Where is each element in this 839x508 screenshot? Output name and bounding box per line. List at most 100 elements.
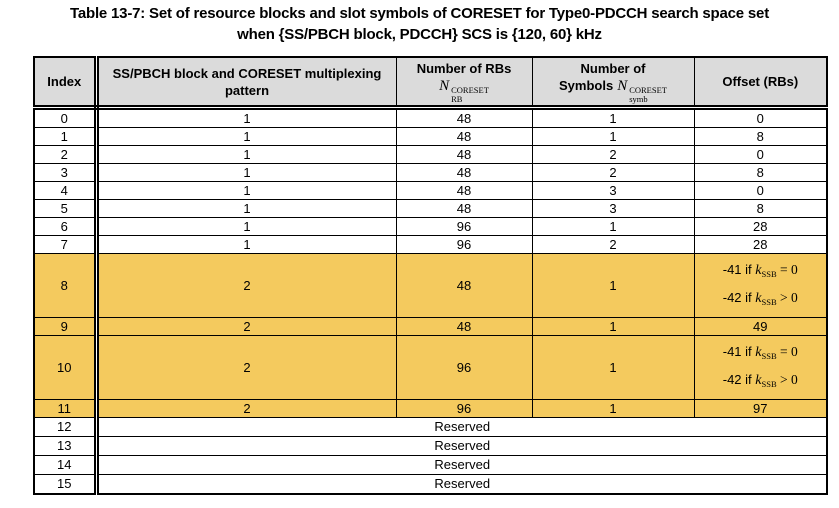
math-k-symbol: k xyxy=(755,344,762,360)
table-row: 8 2 48 1 -41 if kSSB = 0 -42 if kSSB > 0 xyxy=(33,253,828,318)
math-subscript: RB xyxy=(451,93,463,104)
math-subscript: symb xyxy=(629,93,648,104)
cell-reserved: Reserved xyxy=(95,455,828,475)
cell-num-rbs: 96 xyxy=(395,335,533,400)
table-title-line2: when {SS/PBCH block, PDCCH} SCS is {120,… xyxy=(237,26,602,43)
cell-index: 3 xyxy=(33,163,99,182)
math-k-symbol: k xyxy=(755,262,762,278)
cell-index: 13 xyxy=(33,436,99,456)
cell-num-rbs: 48 xyxy=(395,317,533,336)
cell-num-symbols: 1 xyxy=(531,127,695,146)
cell-num-symbols: 2 xyxy=(531,235,695,254)
cell-index: 10 xyxy=(33,335,99,400)
math-k-subscript: SSB xyxy=(761,268,777,279)
cell-index: 5 xyxy=(33,199,99,218)
cell-multiplexing-pattern: 1 xyxy=(95,181,397,200)
table-body: 0 1 48 1 0 1 1 48 1 8 2 1 48 2 0 3 1 48 2 8 4 1 48 3 0 5 1 48 3 8 6 1 96… xyxy=(33,107,828,495)
math-k-subscript: SSB xyxy=(761,378,777,389)
cell-index: 7 xyxy=(33,235,99,254)
cell-offset: -41 if kSSB = 0 -42 if kSSB > 0 xyxy=(693,335,828,400)
column-header-num-rbs: Number of RBs N CORESET RB xyxy=(395,56,533,110)
symbols-word: Symbols xyxy=(559,78,614,93)
cell-reserved: Reserved xyxy=(95,474,828,495)
offset-condition-relation: > 0 xyxy=(776,371,798,387)
table-row: 13 Reserved xyxy=(33,436,828,456)
math-superscript: CORESET xyxy=(451,85,489,95)
table-row: 7 1 96 2 28 xyxy=(33,235,828,254)
cell-num-symbols: 1 xyxy=(531,399,695,418)
cell-index: 15 xyxy=(33,474,99,495)
cell-num-symbols: 3 xyxy=(531,181,695,200)
cell-index: 9 xyxy=(33,317,99,336)
cell-multiplexing-pattern: 2 xyxy=(95,317,397,336)
table-row: 5 1 48 3 8 xyxy=(33,199,828,218)
offset-condition-prefix: -42 if xyxy=(722,371,756,387)
math-superscript: CORESET xyxy=(629,85,667,95)
math-sup-sub-stack: CORESET symb xyxy=(629,86,667,103)
cell-num-rbs: 96 xyxy=(395,217,533,236)
table-row: 11 2 96 1 97 xyxy=(33,399,828,418)
cell-offset: 0 xyxy=(693,145,828,164)
cell-multiplexing-pattern: 1 xyxy=(95,107,397,128)
cell-multiplexing-pattern: 2 xyxy=(95,399,397,418)
cell-num-rbs: 48 xyxy=(395,163,533,182)
cell-multiplexing-pattern: 1 xyxy=(95,199,397,218)
cell-num-symbols: 1 xyxy=(531,317,695,336)
cell-num-rbs: 48 xyxy=(395,107,533,128)
cell-num-rbs: 48 xyxy=(395,145,533,164)
cell-index: 6 xyxy=(33,217,99,236)
table-title: Table 13-7: Set of resource blocks and s… xyxy=(0,3,839,45)
cell-multiplexing-pattern: 1 xyxy=(95,163,397,182)
cell-num-rbs: 48 xyxy=(395,199,533,218)
cell-index: 0 xyxy=(33,107,99,128)
cell-num-symbols: 1 xyxy=(531,217,695,236)
cell-index: 11 xyxy=(33,399,99,418)
table-row: 12 Reserved xyxy=(33,417,828,437)
cell-num-rbs: 96 xyxy=(395,235,533,254)
cell-multiplexing-pattern: 1 xyxy=(95,127,397,146)
cell-offset: 28 xyxy=(693,235,828,254)
cell-offset: 8 xyxy=(693,199,828,218)
math-base-symbol: N xyxy=(439,78,450,94)
cell-offset: 8 xyxy=(693,127,828,146)
table-row: 14 Reserved xyxy=(33,455,828,475)
cell-index: 1 xyxy=(33,127,99,146)
cell-index: 4 xyxy=(33,181,99,200)
offset-condition-relation: = 0 xyxy=(776,343,798,359)
column-header-index: Index xyxy=(33,56,99,110)
math-k-subscript: SSB xyxy=(761,350,777,361)
math-n-rb-coreset: N CORESET RB xyxy=(399,78,530,103)
cell-reserved: Reserved xyxy=(95,417,828,437)
table-row: 2 1 48 2 0 xyxy=(33,145,828,164)
cell-num-symbols: 2 xyxy=(531,145,695,164)
cell-num-symbols: 1 xyxy=(531,335,695,400)
math-base-symbol: N xyxy=(617,78,628,94)
math-sup-sub-stack: CORESET RB xyxy=(451,86,489,103)
cell-index: 14 xyxy=(33,455,99,475)
cell-num-rbs: 48 xyxy=(395,127,533,146)
cell-offset: 97 xyxy=(693,399,828,418)
cell-index: 8 xyxy=(33,253,99,318)
offset-condition-relation: > 0 xyxy=(776,289,798,305)
column-header-multiplexing-pattern: SS/PBCH block and CORESET multiplexing p… xyxy=(95,56,397,110)
cell-multiplexing-pattern: 1 xyxy=(95,235,397,254)
cell-num-symbols: 1 xyxy=(531,253,695,318)
offset-condition-line: -41 if kSSB = 0 xyxy=(697,258,825,286)
offset-condition-prefix: -42 if xyxy=(722,289,756,305)
header-row: Index SS/PBCH block and CORESET multiple… xyxy=(33,56,828,110)
offset-condition-prefix: -41 if xyxy=(722,343,756,359)
cell-reserved: Reserved xyxy=(95,436,828,456)
cell-num-rbs: 48 xyxy=(395,181,533,200)
offset-condition-relation: = 0 xyxy=(776,261,798,277)
table-row: 15 Reserved xyxy=(33,474,828,495)
column-header-offset: Offset (RBs) xyxy=(693,56,828,110)
offset-condition-line: -42 if kSSB > 0 xyxy=(697,286,825,314)
cell-multiplexing-pattern: 2 xyxy=(95,335,397,400)
table-row: 4 1 48 3 0 xyxy=(33,181,828,200)
cell-index: 12 xyxy=(33,417,99,437)
cell-offset: 28 xyxy=(693,217,828,236)
table-row: 3 1 48 2 8 xyxy=(33,163,828,182)
cell-offset: 0 xyxy=(693,181,828,200)
offset-condition-line: -42 if kSSB > 0 xyxy=(697,368,825,396)
